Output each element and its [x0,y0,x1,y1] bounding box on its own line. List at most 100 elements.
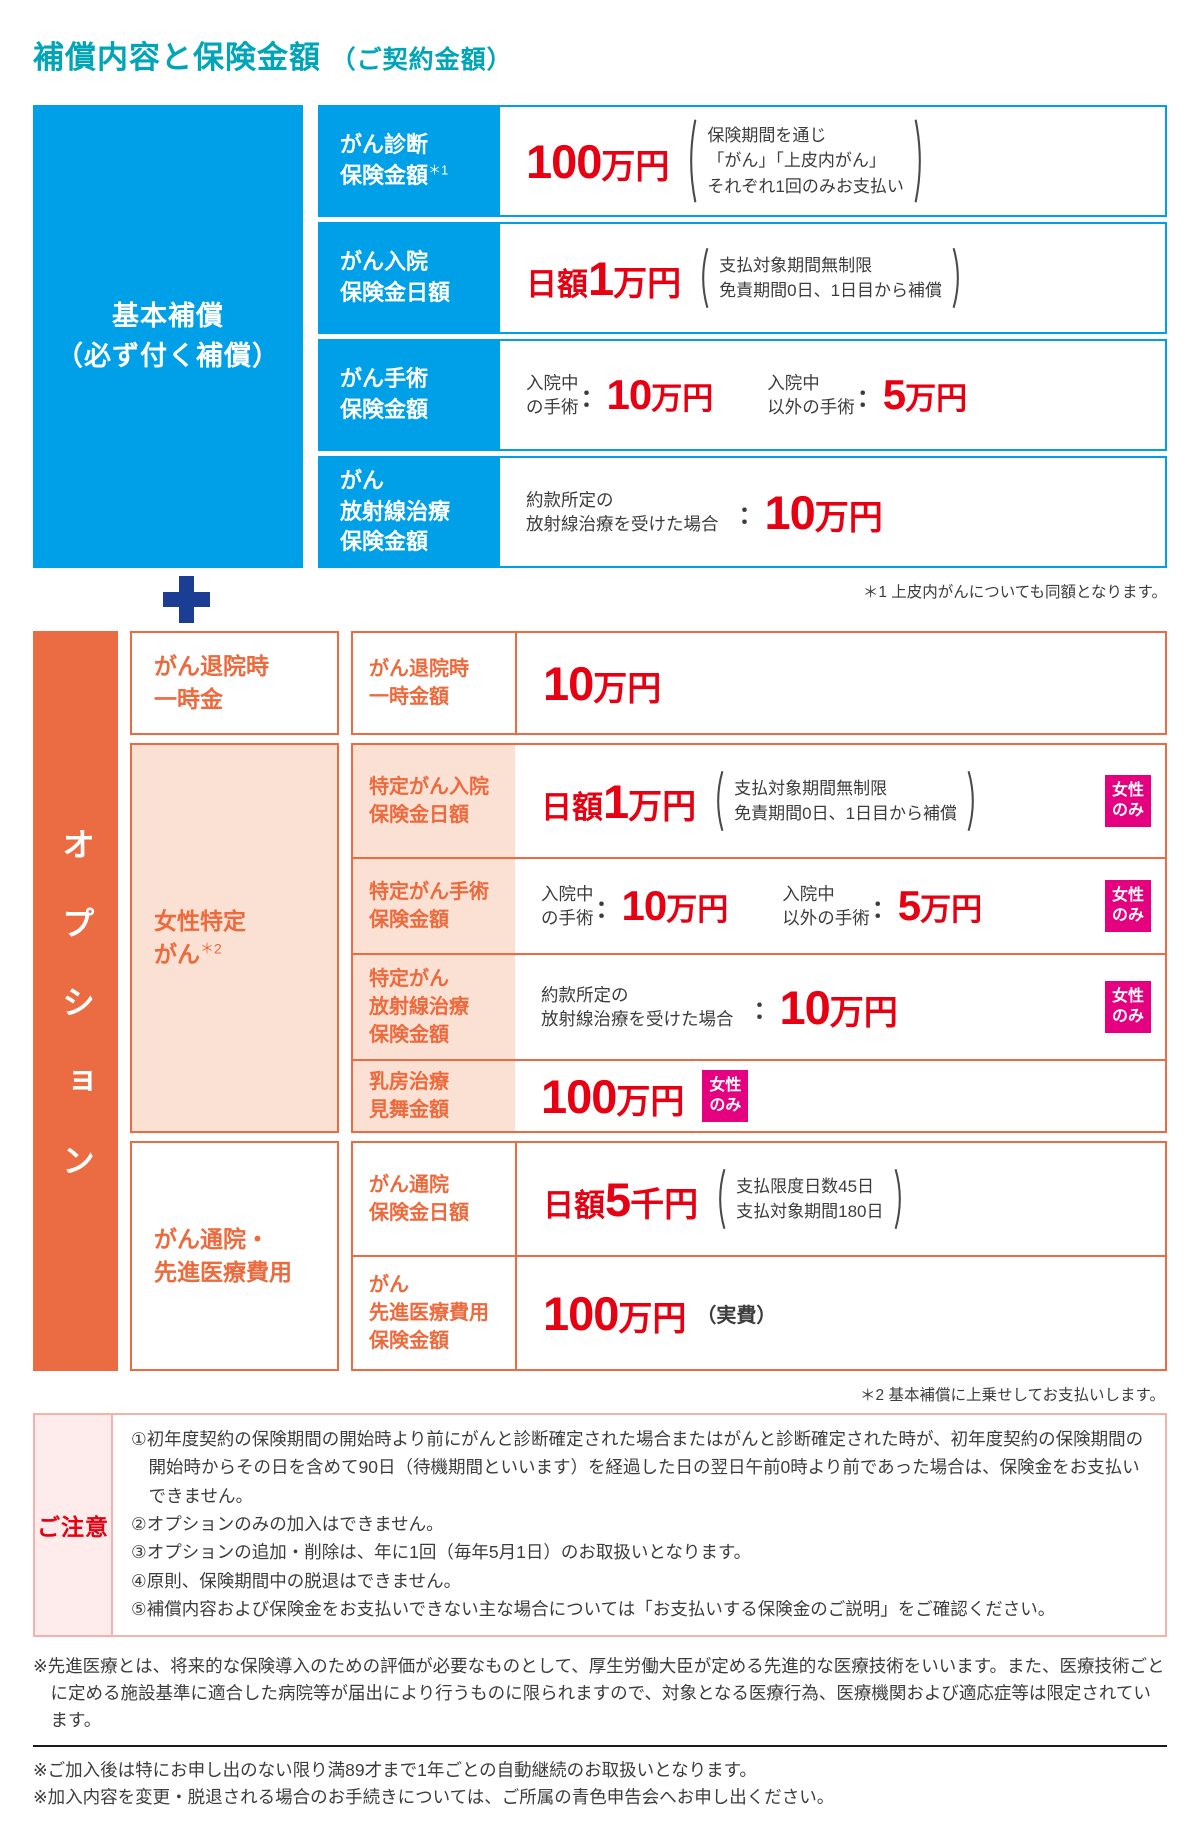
amount: 10 万円 [543,656,662,710]
page-title-sub: （ご契約金額） [330,46,513,74]
row-value: 10 万円 [517,633,1165,733]
page-title-main: 補償内容と保険金額 [33,40,321,75]
between-sections: ＊1 上皮内がんについても同額となります。 [33,576,1167,623]
female-only-badge: 女性 のみ [702,1070,749,1122]
amount: 100 万円 [541,1069,685,1123]
amount: 100 万円 [543,1286,687,1340]
option-group-discharge: がん退院時 一時金 がん退院時 一時金額 10 万円 [130,631,1167,735]
female-only-badge: 女性 のみ [1104,775,1151,827]
row-label: がん 放射線治療 保険金額 [318,456,500,568]
row-value: 入院中 の手術 ： 10 万円 入院中 以外の手術 ： [500,339,1167,451]
amount: 10 万円 [764,485,883,539]
table-row: 特定がん手術 保険金額 入院中 の手術 ： 10 [353,857,1165,953]
group-table: 特定がん入院 保険金日額 日額 1 万円 支払対象期間無制限 [351,743,1167,1133]
note-change: ※加入内容を変更・脱退される場合のお手続きについては、ご所属の青色申告会へお申し… [33,1786,835,1807]
table-row: がん入院 保険金日額 日額 1 万円 支払対象期間無制限 免責期間0日、1日目から補… [318,222,1167,334]
amount: 10 万円 [606,371,714,418]
option-section: オプション がん退院時 一時金 がん退院時 一時金額 [33,631,1167,1371]
row-label: 特定がん入院 保険金日額 [353,745,515,857]
left-paren-shape [719,1168,726,1230]
amount-note: 支払対象期間無制限 免責期間0日、1日目から補償 [697,247,964,309]
female-only-badge: 女性 のみ [1104,981,1151,1033]
row-value: 日額 1 万円 支払対象期間無制限 免責期間0日、1日目から補償 女性 のみ [515,745,1165,857]
table-row: 特定がん 放射線治療 保険金額 約款所定の 放射線治療を受けた場合 ： [353,953,1165,1059]
amount-note: 支払限度日数45日 支払対象期間180日 [714,1168,905,1230]
row-value: 日額 5 千円 支払限度日数45日 支払対象期間180日 [517,1143,1165,1255]
option-sidebar-label: オプション [57,826,95,1222]
surgery-in-hospital: 入院中 の手術 ： 10 万円 [541,882,729,929]
table-row: がん手術 保険金額 入院中 の手術 ： 10 万円 [318,339,1167,451]
amount-note: 支払対象期間無制限 免責期間0日、1日目から補償 [712,770,979,832]
basic-coverage-section: 基本補償 （必ず付く補償） がん診断 保険金額＊1 100 万円 保険期間 [33,105,1167,568]
row-value: 100 万円 （実費） [517,1257,1165,1369]
notice-box: ご注意 ①初年度契約の保険期間の開始時より前にがんと診断確定された場合またはがん… [33,1413,1167,1638]
row-label: がん退院時 一時金額 [353,633,517,733]
notice-item: ②オプションのみの加入はできません。 [131,1514,444,1535]
footnote-1: ＊1 上皮内がんについても同額となります。 [862,584,1167,601]
basic-coverage-table: がん診断 保険金額＊1 100 万円 保険期間を通じ 「がん」「上皮内がん」 それ… [318,105,1167,568]
row-label: 特定がん 放射線治療 保険金額 [353,955,515,1059]
table-row: がん退院時 一時金額 10 万円 [353,633,1165,733]
amount: 100 万円 [526,134,670,188]
row-label: がん通院 保険金日額 [353,1143,517,1255]
amount: 10 万円 [779,980,898,1034]
row-value: 100 万円 女性 のみ [515,1061,1165,1131]
row-label: がん 先進医療費用 保険金額 [353,1257,517,1369]
amount: 日額 1 万円 [526,251,682,305]
amount: 5 万円 [882,371,968,418]
row-label: がん入院 保険金日額 [318,222,500,334]
left-paren-shape [702,247,709,309]
row-value: 100 万円 保険期間を通じ 「がん」「上皮内がん」 それぞれ1回のみお支払い [500,105,1167,217]
row-value: 入院中 の手術 ： 10 万円 入院中 [515,859,1165,953]
table-row: 特定がん入院 保険金日額 日額 1 万円 支払対象期間無制限 [353,745,1165,857]
page-title: 補償内容と保険金額 （ご契約金額） [33,32,1167,77]
footnote-marker: ＊2 [200,940,222,957]
amount-note: 保険期間を通じ 「がん」「上皮内がん」 それぞれ1回のみお支払い [685,118,925,204]
amount: 日額 5 千円 [543,1172,699,1226]
row-value: 約款所定の 放射線治療を受けた場合 ： 10 万円 [500,456,1167,568]
option-groups: がん退院時 一時金 がん退院時 一時金額 10 万円 [130,631,1167,1371]
amount: 5 万円 [897,882,983,929]
right-paren-shape [894,1168,901,1230]
group-label-box: がん通院・ 先進医療費用 [130,1141,339,1371]
female-only-badge: 女性 のみ [1104,880,1151,932]
table-row: がん 先進医療費用 保険金額 100 万円 （実費） [353,1255,1165,1369]
condition-text: 約款所定の 放射線治療を受けた場合 [541,984,734,1030]
row-value: 約款所定の 放射線治療を受けた場合 ： 10 万円 女性 のみ [515,955,1165,1059]
group-table: がん退院時 一時金額 10 万円 [351,631,1167,735]
basic-coverage-header: 基本補償 （必ず付く補償） [33,105,303,568]
amount: 日額 1 万円 [541,774,697,828]
table-row: がん診断 保険金額＊1 100 万円 保険期間を通じ 「がん」「上皮内がん」 それ… [318,105,1167,217]
note-renewal: ※ご加入後は特にお申し出のない限り満89才まで1年ごとの自動継続のお取扱いとなり… [33,1760,757,1781]
right-paren-shape [967,770,974,832]
row-label: がん診断 保険金額＊1 [318,105,500,217]
group-table: がん通院 保険金日額 日額 5 千円 支払限度日数45日 支払 [351,1141,1167,1371]
notice-item: ①初年度契約の保険期間の開始時より前にがんと診断確定された場合またはがんと診断確… [131,1429,1144,1506]
amount: 10 万円 [621,882,729,929]
footnote-2: ＊2 基本補償に上乗せしてお支払いします。 [860,1387,1165,1404]
notice-item: ⑤補償内容および保険金をお支払いできない主な場合については「お支払いする保険金の… [131,1599,1056,1620]
group-label-box: がん退院時 一時金 [130,631,339,735]
condition-text: 約款所定の 放射線治療を受けた場合 [526,489,719,535]
option-sidebar: オプション [33,631,118,1371]
table-row: がん通院 保険金日額 日額 5 千円 支払限度日数45日 支払 [353,1143,1165,1255]
actual-cost-note: （実費） [696,1304,777,1327]
row-label: 乳房治療 見舞金額 [353,1061,515,1131]
notes-divider [33,1745,1167,1748]
surgery-in-hospital: 入院中 の手術 ： 10 万円 [526,371,714,418]
group-label-box: 女性特定 がん＊2 [130,743,339,1133]
left-paren-shape [690,118,698,204]
table-row: 乳房治療 見舞金額 100 万円 女性 のみ [353,1059,1165,1131]
option-group-female-cancer: 女性特定 がん＊2 特定がん入院 保険金日額 日額 1 万円 [130,743,1167,1133]
table-row: がん 放射線治療 保険金額 約款所定の 放射線治療を受けた場合 ： 10 万円 [318,456,1167,568]
left-paren-shape [717,770,724,832]
footnote-marker: ＊1 [428,162,449,178]
plus-icon [163,576,210,623]
row-label: 特定がん手術 保険金額 [353,859,515,953]
bottom-notes: ※先進医療とは、将来的な保険導入のための評価が必要なものとして、厚生労働大臣が定… [33,1653,1167,1810]
notice-label: ご注意 [35,1415,113,1636]
surgery-out-hospital: 入院中 以外の手術 ： 5 万円 [782,882,983,929]
notice-item: ④原則、保険期間中の脱退はできません。 [131,1570,462,1591]
surgery-out-hospital: 入院中 以外の手術 ： 5 万円 [767,371,968,418]
right-paren-shape [914,118,922,204]
